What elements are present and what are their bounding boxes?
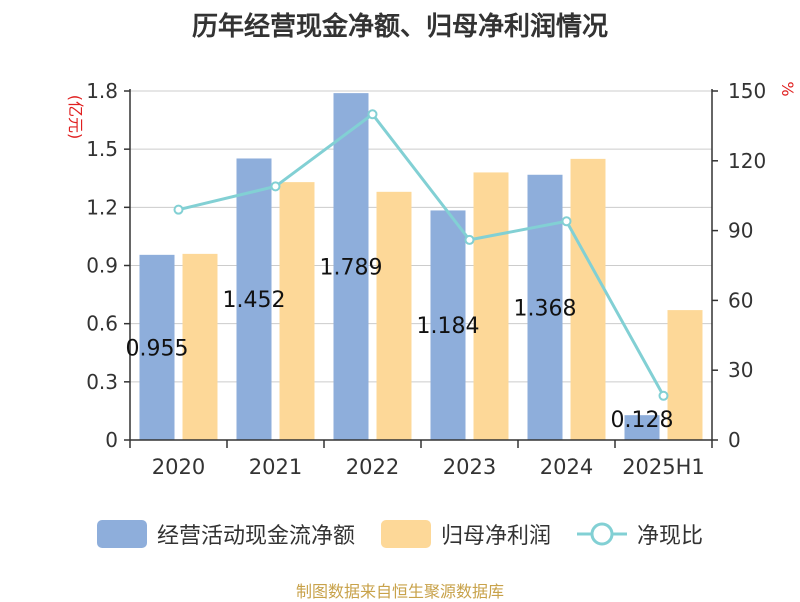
legend-swatch-cashflow <box>96 520 147 548</box>
bar-cashflow-2021 <box>236 158 272 440</box>
data-label-cashflow: 1.452 <box>223 288 286 313</box>
data-label-cashflow: 0.955 <box>126 336 189 361</box>
bar-net-profit-2023 <box>473 172 509 440</box>
point-ratio-2021 <box>270 181 281 192</box>
x-tick-label: 2024 <box>540 455 593 479</box>
point-ratio-2025H1 <box>658 390 669 401</box>
point-ratio-2020 <box>173 204 184 215</box>
bar-net-profit-2024 <box>570 158 606 440</box>
legend-line-marker-icon <box>577 520 627 548</box>
bar-net-profit-2022 <box>376 191 412 440</box>
legend-label-cashflow: 经营活动现金流净额 <box>156 524 355 549</box>
data-label-cashflow: 1.789 <box>320 256 383 281</box>
right-tick-label: 90 <box>728 219 753 243</box>
bar-cashflow-2023 <box>430 210 466 440</box>
chart-title: 历年经营现金净额、归母净利润情况 <box>191 12 608 42</box>
right-tick-label: 30 <box>728 358 753 382</box>
point-ratio-2022 <box>367 109 378 120</box>
legend: 经营活动现金流净额 归母净利润 净现比 <box>0 514 800 554</box>
data-label-cashflow: 0.128 <box>611 408 674 433</box>
right-tick-label: 150 <box>728 79 766 103</box>
legend-item-ratio[interactable]: 净现比 <box>577 518 703 550</box>
left-tick-label: 0.6 <box>86 312 118 336</box>
x-tick-label: 2021 <box>249 455 302 479</box>
left-tick-label: 1.5 <box>86 137 118 161</box>
right-tick-label: 0 <box>728 428 741 452</box>
bar-cashflow-2024 <box>527 174 563 440</box>
legend-swatch-net-profit <box>380 520 431 548</box>
x-tick-label: 2023 <box>443 455 496 479</box>
left-tick-label: 0 <box>105 428 118 452</box>
legend-label-ratio: 净现比 <box>637 524 704 549</box>
bar-cashflow-2022 <box>333 93 369 440</box>
left-axis-unit-label: (亿元) <box>66 95 85 140</box>
bar-net-profit-2020 <box>182 253 218 440</box>
x-tick-label: 2022 <box>346 455 399 479</box>
left-tick-label: 0.3 <box>86 370 118 394</box>
bar-net-profit-2021 <box>279 182 315 440</box>
x-tick-label: 2020 <box>152 455 205 479</box>
data-label-cashflow: 1.368 <box>514 296 577 321</box>
right-tick-label: 120 <box>728 149 766 173</box>
left-tick-label: 1.8 <box>86 79 118 103</box>
legend-item-net-profit[interactable]: 归母净利润 <box>380 518 551 550</box>
left-tick-label: 0.9 <box>86 254 118 278</box>
point-ratio-2024 <box>561 216 572 227</box>
bar-cashflow-2020 <box>139 254 175 440</box>
bar-net-profit-2025H1 <box>667 310 703 440</box>
bar-cashflow-2025H1 <box>624 415 660 440</box>
left-tick-label: 1.2 <box>86 195 118 219</box>
point-ratio-2023 <box>464 234 475 245</box>
right-tick-label: 60 <box>728 288 753 312</box>
x-tick-label: 2025H1 <box>622 455 705 479</box>
source-note: 制图数据来自恒生聚源数据库 <box>295 582 504 601</box>
legend-label-net-profit: 归母净利润 <box>440 524 551 549</box>
line-ratio <box>178 112 665 397</box>
right-axis-unit-label: % <box>778 81 797 96</box>
legend-item-cashflow[interactable]: 经营活动现金流净额 <box>96 518 355 550</box>
data-label-cashflow: 1.184 <box>417 314 480 339</box>
